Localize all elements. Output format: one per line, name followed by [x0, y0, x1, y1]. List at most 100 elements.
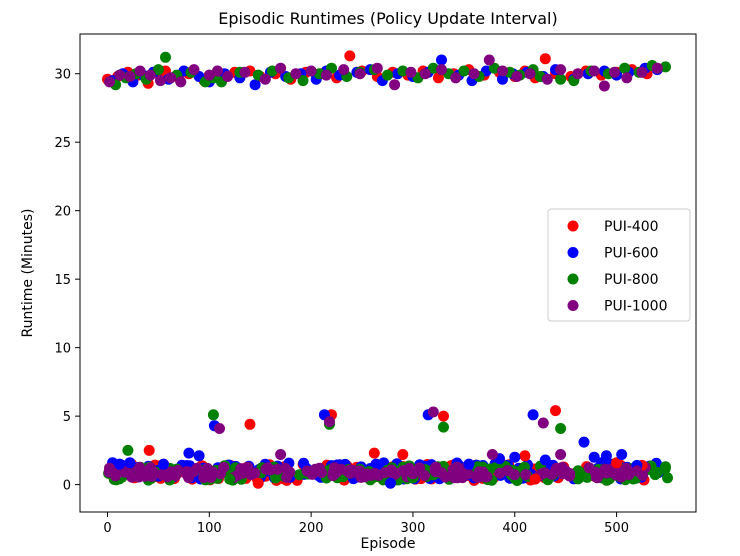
- x-tick-label: 0: [103, 521, 111, 536]
- data-point: [458, 65, 470, 77]
- data-point: [244, 418, 256, 430]
- data-point: [511, 71, 523, 82]
- legend-label: PUI-1000: [604, 299, 668, 315]
- legend-label: PUI-600: [604, 246, 659, 262]
- data-point: [320, 69, 332, 81]
- legend-marker: [567, 300, 579, 311]
- data-point: [509, 451, 521, 463]
- data-point: [651, 62, 663, 74]
- data-point: [438, 421, 449, 433]
- x-axis-label: Episode: [361, 536, 416, 552]
- data-point: [572, 68, 584, 80]
- y-axis: 0 5 10 15 20 25 30: [54, 68, 80, 494]
- data-point: [188, 64, 200, 76]
- data-point: [214, 423, 225, 434]
- data-point: [572, 465, 584, 477]
- data-point: [104, 462, 115, 474]
- data-point: [110, 470, 121, 482]
- data-point: [539, 454, 551, 466]
- y-tick-label: 20: [54, 205, 71, 220]
- data-point: [583, 462, 595, 474]
- data-point: [619, 62, 631, 74]
- data-point: [207, 409, 219, 421]
- data-point: [405, 66, 417, 78]
- data-point: [427, 62, 439, 74]
- data-point: [146, 470, 158, 482]
- data-point: [385, 477, 396, 489]
- data-point: [468, 68, 480, 80]
- data-point: [588, 65, 600, 77]
- data-point: [306, 468, 318, 480]
- series-pui-1000: [104, 54, 663, 480]
- x-tick-label: 300: [401, 521, 426, 536]
- data-point: [275, 62, 287, 74]
- data-point: [447, 464, 459, 475]
- data-point: [462, 468, 474, 480]
- data-point: [539, 53, 551, 65]
- data-point: [450, 72, 462, 84]
- data-point: [224, 473, 236, 485]
- data-point: [463, 458, 475, 470]
- data-point: [502, 465, 513, 477]
- data-point: [170, 470, 182, 481]
- x-tick-label: 100: [197, 521, 222, 536]
- data-point: [436, 64, 447, 76]
- data-point: [439, 471, 451, 483]
- legend-marker: [567, 220, 579, 232]
- data-point: [660, 61, 671, 73]
- data-point: [389, 79, 401, 91]
- data-point: [486, 449, 498, 460]
- data-point: [281, 471, 293, 483]
- y-tick-label: 0: [63, 479, 71, 494]
- data-point: [555, 423, 567, 434]
- data-point: [144, 69, 156, 81]
- data-point: [207, 467, 219, 478]
- legend-marker: [567, 273, 579, 285]
- data-point: [114, 69, 126, 81]
- data-point: [550, 405, 561, 417]
- legend: PUI-400 PUI-600 PUI-800 PUI-1000: [547, 208, 691, 322]
- data-point: [239, 66, 251, 78]
- data-point: [134, 461, 145, 473]
- data-point: [122, 444, 134, 456]
- x-axis: 0 100 200 300 400 500: [103, 512, 629, 536]
- data-point: [124, 71, 136, 82]
- data-point: [218, 461, 230, 473]
- data-point: [397, 465, 409, 477]
- x-tick-label: 200: [299, 521, 324, 536]
- data-point: [563, 469, 575, 481]
- data-point: [203, 69, 215, 81]
- data-point: [497, 65, 508, 77]
- data-point: [124, 457, 136, 469]
- data-point: [385, 464, 397, 476]
- data-point: [438, 410, 449, 422]
- data-point: [591, 472, 603, 484]
- data-point: [555, 449, 567, 460]
- data-point: [156, 469, 168, 481]
- data-point: [237, 467, 249, 479]
- data-point: [529, 473, 541, 485]
- data-point: [316, 467, 327, 478]
- data-point: [104, 76, 115, 88]
- data-point: [598, 80, 610, 92]
- y-tick-label: 5: [63, 410, 71, 425]
- data-point: [183, 447, 195, 459]
- data-point: [165, 72, 177, 84]
- y-tick-label: 25: [54, 136, 71, 151]
- data-point: [212, 65, 223, 77]
- data-point: [361, 468, 373, 480]
- data-point: [527, 409, 539, 421]
- data-point: [581, 471, 593, 483]
- data-point: [520, 469, 532, 481]
- data-point: [555, 73, 567, 85]
- data-point: [121, 467, 133, 478]
- x-tick-label: 500: [604, 521, 629, 536]
- y-axis-label: Runtime (Minutes): [20, 209, 36, 338]
- data-point: [436, 54, 447, 66]
- data-point: [368, 447, 380, 459]
- data-point: [145, 462, 156, 474]
- data-point: [519, 450, 531, 462]
- data-point: [324, 416, 335, 428]
- legend-marker: [567, 247, 579, 258]
